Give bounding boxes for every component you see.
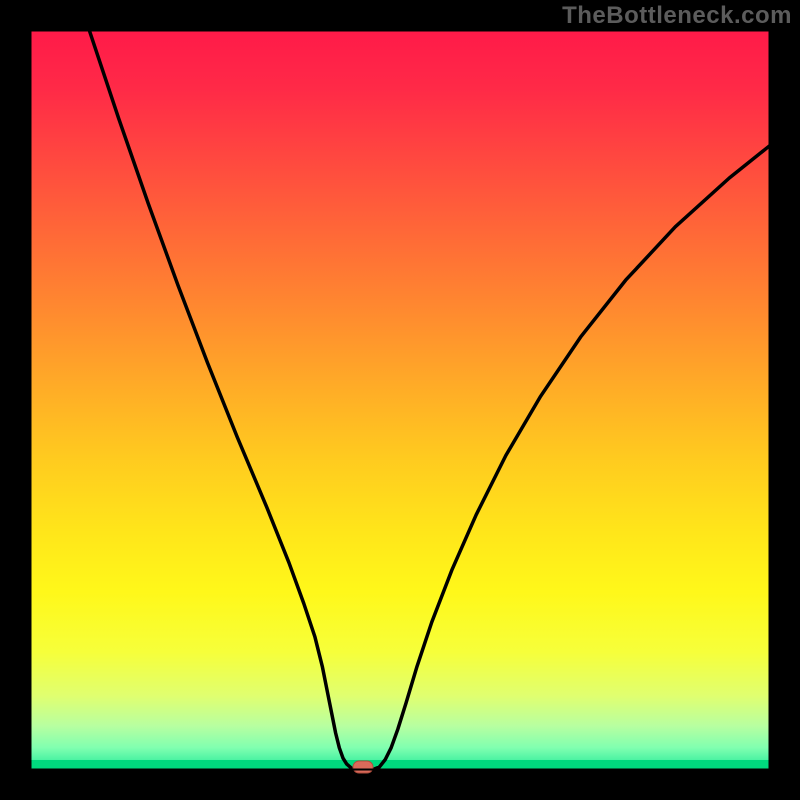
chart-root: TheBottleneck.com — [0, 0, 800, 800]
gradient-background — [30, 30, 770, 770]
optimal-point-marker — [353, 761, 373, 773]
bottleneck-chart — [0, 0, 800, 800]
watermark-label: TheBottleneck.com — [562, 2, 792, 30]
